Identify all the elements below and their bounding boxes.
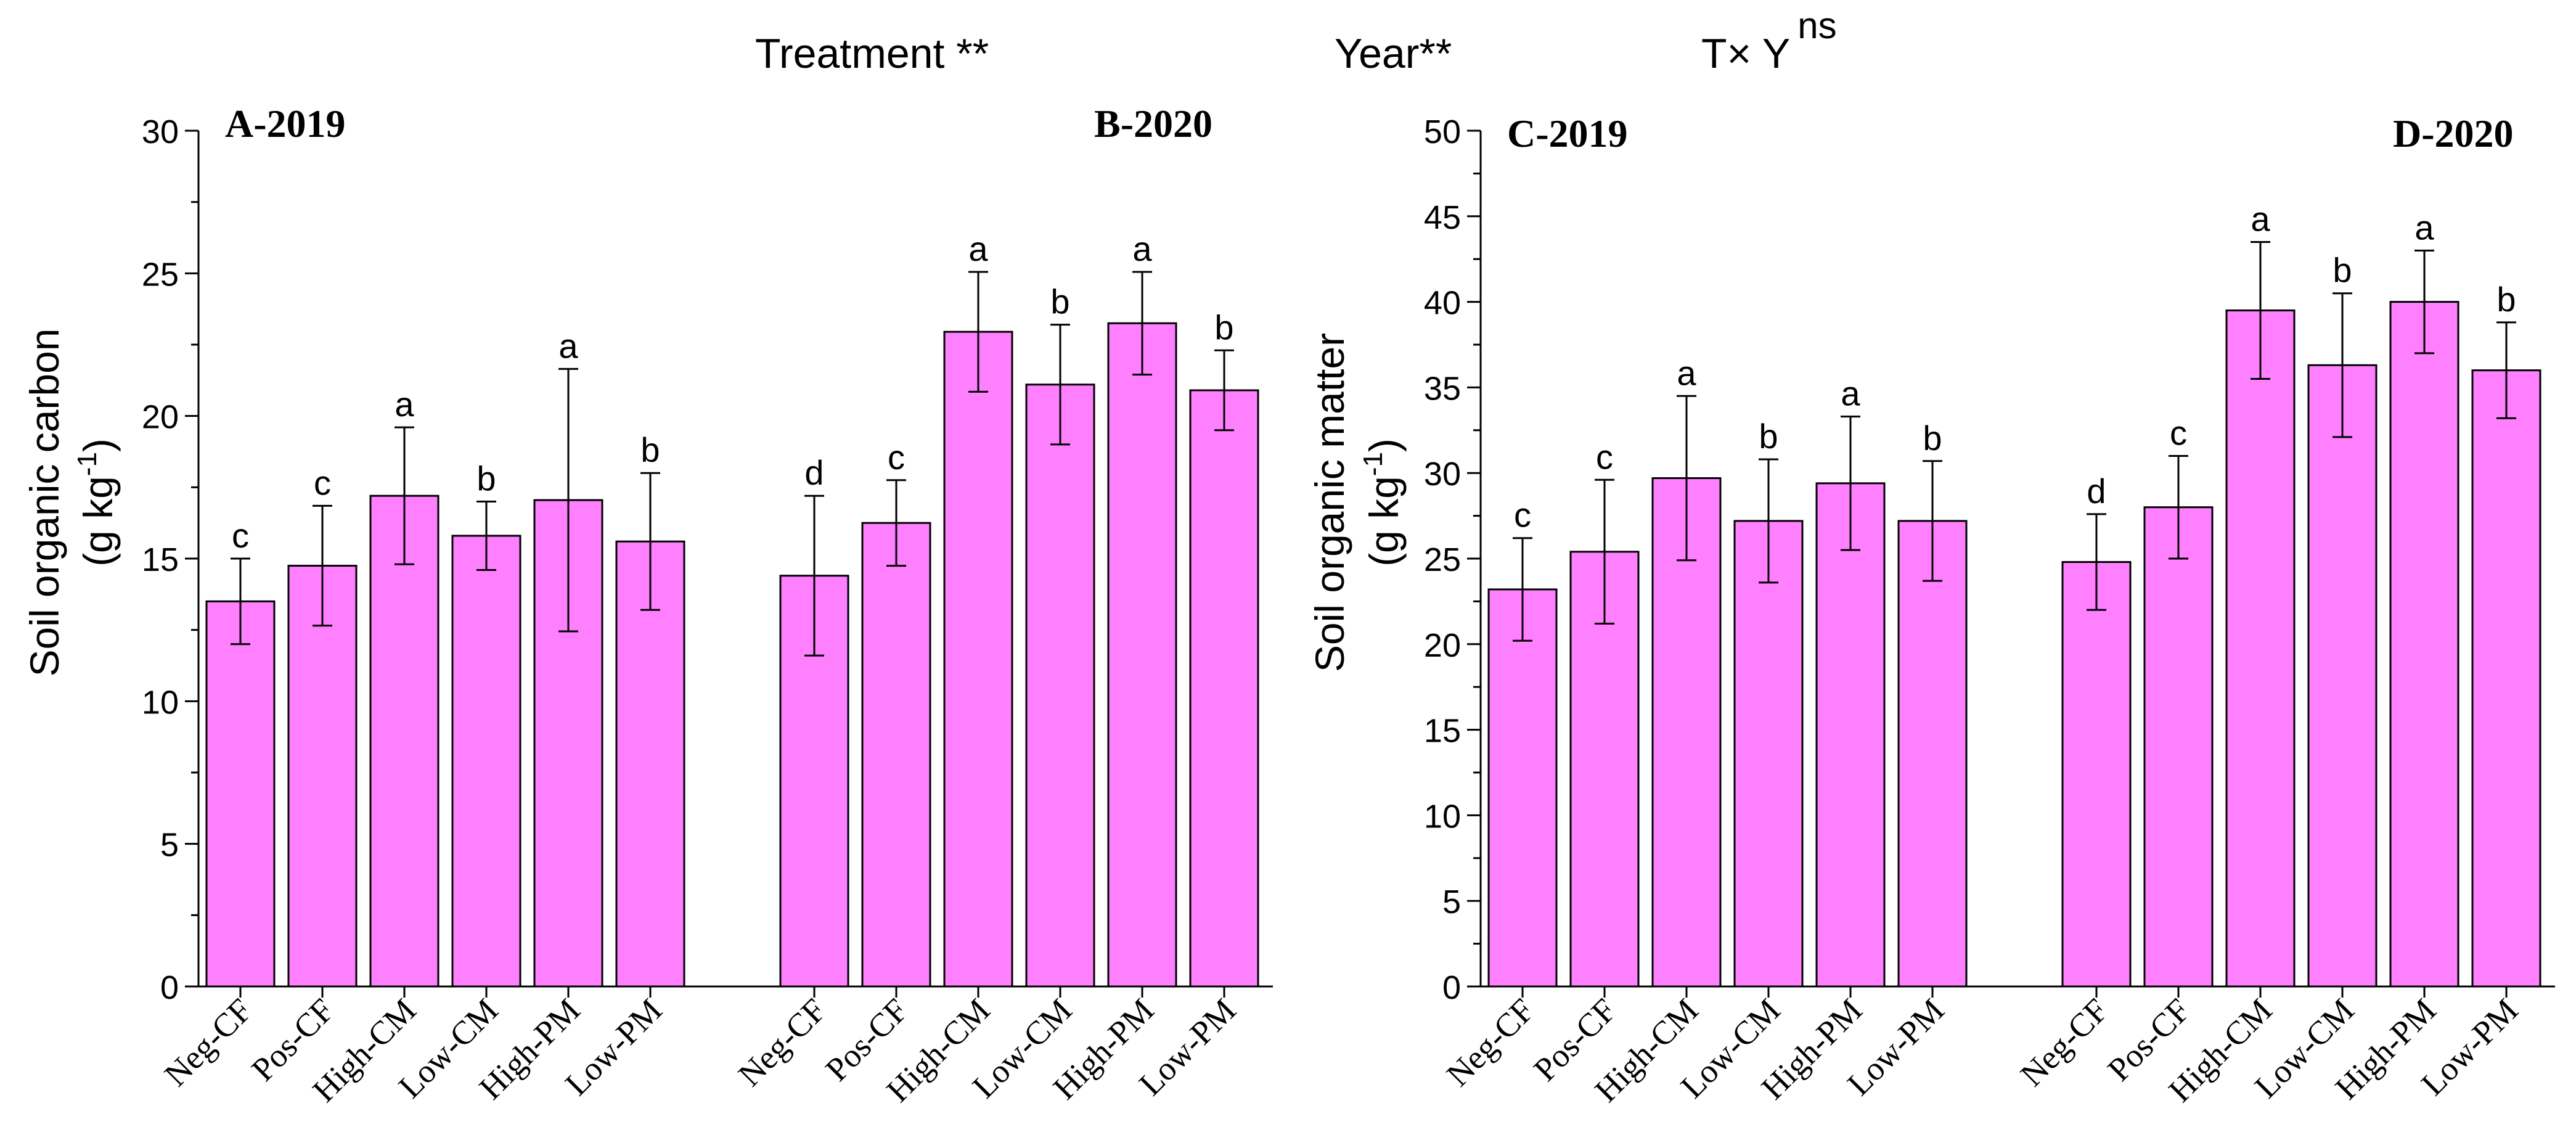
soc-category-label: Neg-CF [157, 991, 259, 1093]
soc-significance-letter: b [476, 459, 496, 498]
som-y-tick-label: 40 [1424, 285, 1461, 322]
soc-y-unit: (g kg-1) [72, 438, 121, 567]
header-interaction-sup: ns [1797, 5, 1836, 46]
som-significance-letter: c [1514, 496, 1531, 535]
som-y-unit: (g kg-1) [1358, 438, 1407, 567]
som-bar [2143, 506, 2214, 988]
som-significance-letter: d [2087, 472, 2106, 510]
soc-y-tick-label: 25 [142, 256, 179, 293]
som-y-tick-label: 10 [1424, 798, 1461, 835]
som-bar [2061, 561, 2132, 988]
soc-y-unit-close: ) [75, 438, 121, 452]
soc-significance-letter: c [314, 463, 331, 502]
som-significance-letter: a [2414, 208, 2434, 247]
som-bar [1897, 520, 1968, 988]
soc-significance-letter: a [558, 326, 578, 365]
som-y-tick-label: 50 [1424, 113, 1461, 150]
som-y-unit-sup: -1 [1358, 452, 1388, 476]
som-bar [2389, 301, 2459, 988]
som-significance-letter: b [1759, 417, 1778, 456]
som-y-tick-label: 5 [1442, 884, 1461, 920]
soc-panel-title: A-2019 [225, 102, 346, 146]
header-treatment: Treatment ** [755, 30, 989, 77]
som-bar [1733, 520, 1804, 988]
soc-significance-letter: b [640, 430, 660, 469]
som-bar [1487, 588, 1558, 988]
som-significance-letter: a [1677, 353, 1696, 392]
som-significance-letter: c [2170, 413, 2187, 452]
som-y-tick-label: 45 [1424, 199, 1461, 236]
soc-bar [1189, 389, 1259, 988]
som-significance-letter: b [1923, 419, 1942, 457]
som-panel-title: C-2019 [1507, 112, 1628, 155]
soc-y-tick-label: 0 [160, 969, 179, 1006]
soc-y-tick-label: 5 [160, 827, 179, 864]
soc-significance-letter: c [888, 438, 905, 477]
header-interaction-base: T× Y [1701, 30, 1790, 77]
som-y-tick-label: 30 [1424, 456, 1461, 493]
header-year: Year** [1335, 30, 1452, 77]
som-y-tick-label: 0 [1442, 969, 1461, 1006]
soc-y-label: Soil organic carbon [22, 329, 67, 677]
soc-significance-letter: b [1050, 282, 1069, 321]
soc-category-label: Neg-CF [731, 991, 833, 1093]
soc-significance-letter: a [968, 229, 988, 268]
som-y-unit-close: ) [1361, 438, 1407, 452]
soc-significance-letter: d [804, 453, 824, 492]
som-significance-letter: b [2496, 280, 2516, 319]
chart-soil-organic-carbon: 0 5 10 15 20 25 30 Soil organic carbon (g kg-1) A… [22, 102, 1273, 1109]
soc-bar [1107, 322, 1177, 988]
som-significance-letter: a [2251, 199, 2270, 238]
soc-bar [451, 535, 521, 988]
chart-soil-organic-matter: 0 5 10 15 20 25 30 35 40 45 50 Soil organic matter(… [1307, 112, 2555, 1109]
soc-y-tick-label: 30 [142, 113, 179, 150]
som-significance-letter: b [2333, 251, 2352, 290]
soc-panel-title: B-2020 [1094, 102, 1212, 146]
soc-significance-letter: c [232, 516, 249, 555]
som-y-label: Soil organic matter [1307, 333, 1352, 672]
soc-y-tick-label: 20 [142, 399, 179, 436]
soc-y-tick-label: 15 [142, 541, 179, 578]
soc-bar [615, 540, 685, 988]
soc-y-unit-sup: -1 [72, 452, 102, 476]
som-y-tick-label: 35 [1424, 370, 1461, 407]
som-bar [1815, 482, 1886, 988]
som-category-label: Neg-CF [2013, 991, 2115, 1093]
som-y-unit-base: (g kg [1361, 476, 1407, 567]
soc-y-unit-base: (g kg [75, 476, 121, 567]
soc-bar [943, 330, 1013, 988]
som-y-tick-label: 25 [1424, 541, 1461, 578]
som-bar [2225, 309, 2296, 988]
soc-significance-letter: b [1214, 308, 1233, 346]
soc-bar [205, 600, 276, 988]
som-bar [2307, 364, 2378, 988]
som-panel-title: D-2020 [2393, 112, 2514, 155]
som-category-label: Neg-CF [1439, 991, 1541, 1093]
soc-bar [369, 494, 440, 988]
header-interaction: T× Yns [1701, 5, 1837, 77]
soc-significance-letter: a [1132, 229, 1152, 268]
soc-bar [287, 565, 358, 988]
soc-bar [1025, 383, 1095, 988]
som-significance-letter: a [1841, 374, 1860, 413]
som-bar [2471, 369, 2541, 988]
som-significance-letter: c [1596, 437, 1613, 476]
soc-y-tick-label: 10 [142, 684, 179, 721]
soc-bar [861, 522, 931, 988]
som-y-tick-label: 20 [1424, 627, 1461, 664]
som-y-tick-label: 15 [1424, 713, 1461, 750]
soc-significance-letter: a [395, 385, 414, 424]
